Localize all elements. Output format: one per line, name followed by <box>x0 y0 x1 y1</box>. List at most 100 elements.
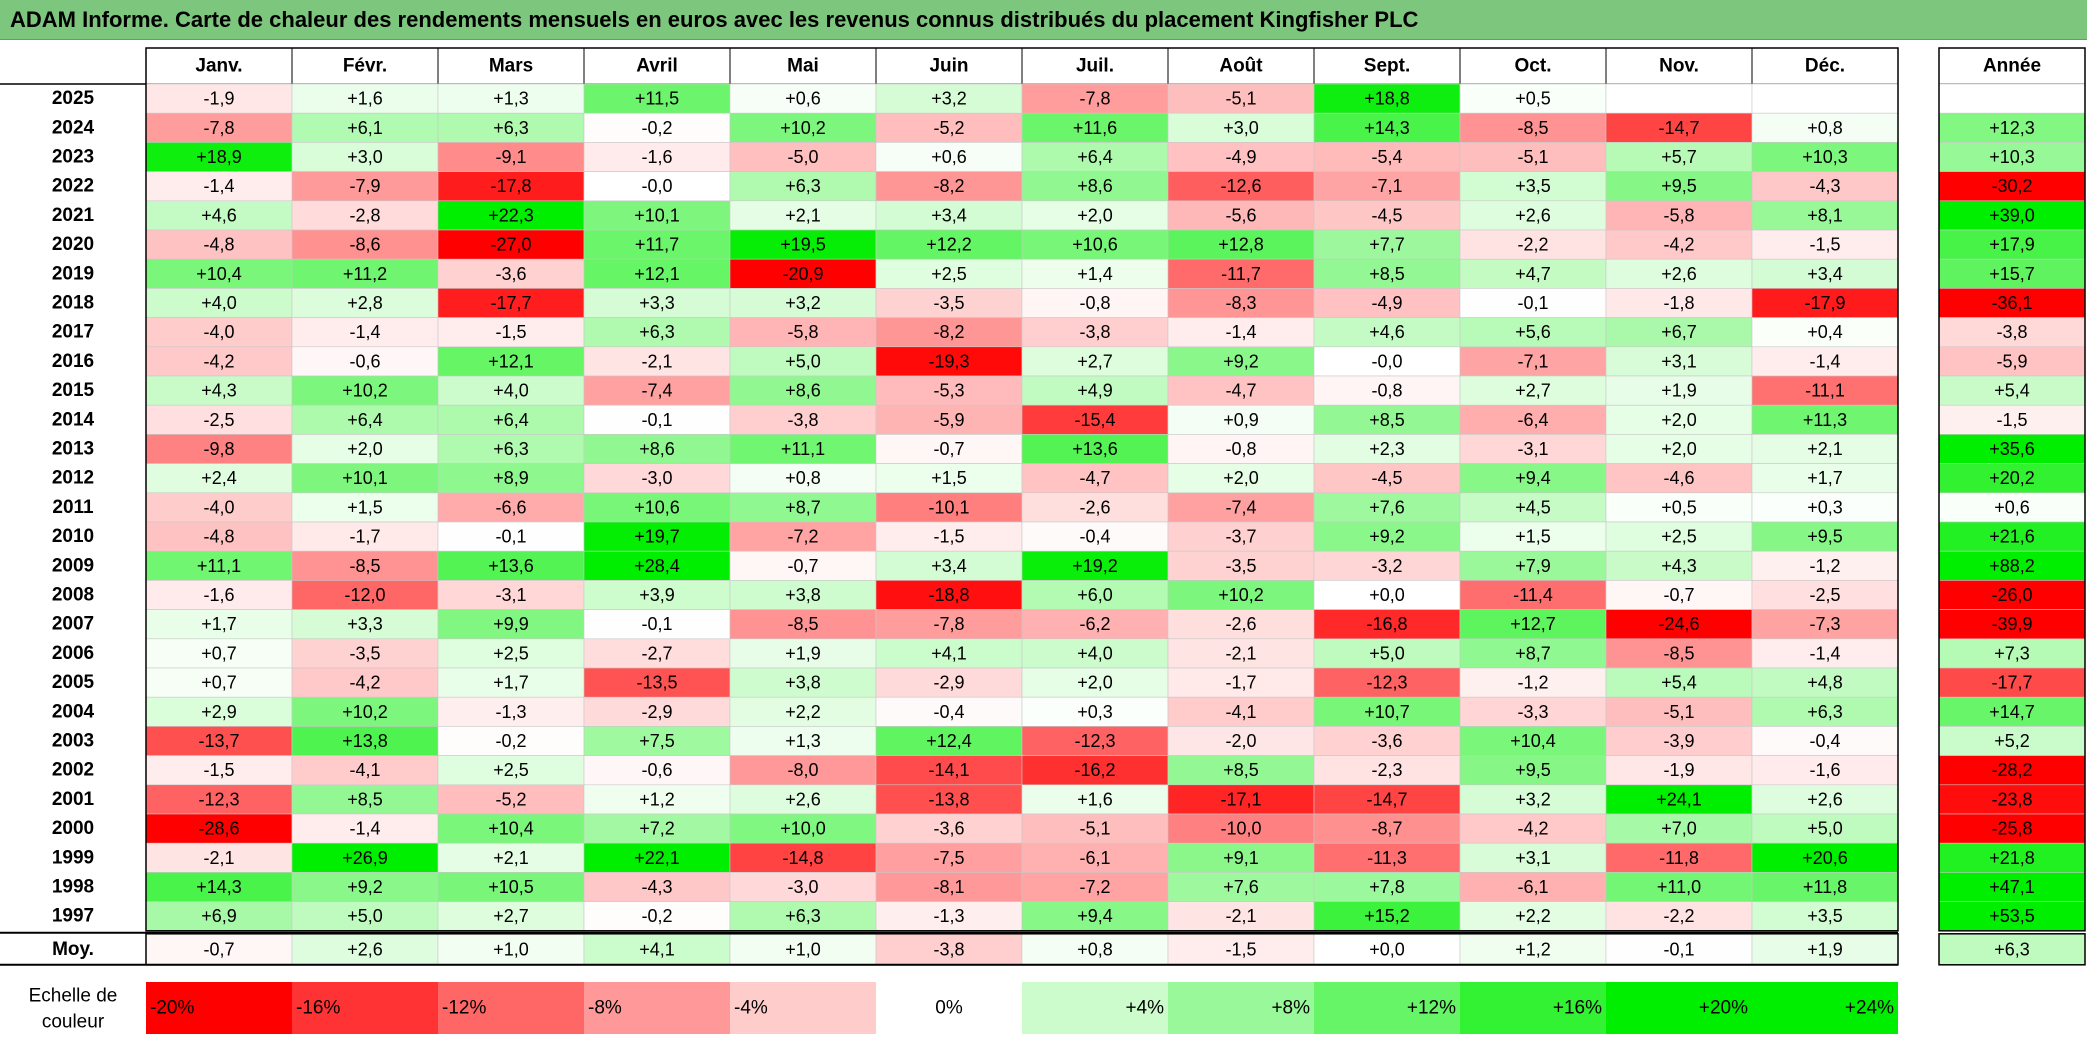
heatmap-cell <box>1313 83 1461 114</box>
cell-value: +2,7 <box>493 906 529 926</box>
cell-value: +6,3 <box>493 439 529 459</box>
cell-value: +26,9 <box>342 848 388 868</box>
average-cell <box>1605 933 1753 966</box>
heatmap-cell <box>1167 550 1315 581</box>
cell-value: -2,1 <box>641 351 672 371</box>
cell-value: +12,4 <box>926 731 972 751</box>
heatmap-cell <box>1021 842 1169 873</box>
heatmap-cell <box>729 200 877 231</box>
cell-value: -4,2 <box>203 351 234 371</box>
cell-value: +7,5 <box>639 731 675 751</box>
heatmap-cell <box>875 288 1023 318</box>
cell-value: -11,4 <box>1513 585 1553 605</box>
heatmap-cell <box>437 667 585 698</box>
cell-value: -4,7 <box>1225 381 1256 401</box>
scale-swatch <box>730 982 876 1034</box>
heatmap-cell <box>875 521 1023 552</box>
average-annual-value: +6,3 <box>1994 939 2030 959</box>
cell-value: -2,5 <box>1809 585 1840 605</box>
heatmap-cell <box>1751 375 1899 406</box>
heatmap-cell <box>1751 463 1899 494</box>
cell-value: +5,4 <box>1661 673 1697 693</box>
heatmap-cell <box>1313 317 1461 348</box>
cell-value: -3,7 <box>1225 527 1256 547</box>
cell-value: +9,2 <box>1223 351 1259 371</box>
annual-value: -23,8 <box>1991 789 2032 809</box>
heatmap-cell <box>1021 755 1169 786</box>
heatmap-cell <box>1751 229 1899 260</box>
cell-value: +2,6 <box>1661 264 1697 284</box>
cell-value: +2,6 <box>1807 789 1843 809</box>
heatmap-cell <box>1021 434 1169 464</box>
cell-value: +1,3 <box>785 731 821 751</box>
cell-value: -3,1 <box>1517 439 1548 459</box>
heatmap-cell <box>437 696 585 727</box>
cell-value: +6,4 <box>493 410 529 430</box>
heatmap-cell <box>1751 550 1899 581</box>
year-label: 2004 <box>52 701 95 722</box>
cell-value: -3,8 <box>1079 322 1110 342</box>
column-header-cell <box>729 47 877 85</box>
cell-value: +0,7 <box>201 673 237 693</box>
cell-value: +6,3 <box>639 322 675 342</box>
heatmap-cell <box>729 434 877 464</box>
cell-value: -4,5 <box>1371 205 1402 225</box>
cell-value: +0,3 <box>1807 497 1843 517</box>
scale-value: +24% <box>1845 998 1894 1019</box>
annual-value: -36,1 <box>1991 293 2032 313</box>
annual-cell <box>1938 872 2086 902</box>
heatmap-cell <box>1605 112 1753 143</box>
scale-value: -16% <box>296 998 340 1019</box>
cell-value: +13,6 <box>488 556 534 576</box>
cell-value: -11,1 <box>1805 381 1845 401</box>
cell-value: -14,8 <box>782 848 823 868</box>
cell-value: +2,0 <box>1661 410 1697 430</box>
cell-value: -7,5 <box>933 848 964 868</box>
annual-value: +7,3 <box>1994 643 2030 663</box>
cell-value: -5,1 <box>1517 147 1548 167</box>
heatmap-cell <box>875 580 1023 610</box>
heatmap-cell <box>437 872 585 902</box>
heatmap-cell <box>729 288 877 318</box>
cell-value: -3,6 <box>933 819 964 839</box>
heatmap-cell <box>875 346 1023 377</box>
cell-value: +3,5 <box>1807 906 1843 926</box>
cell-value: +1,3 <box>493 89 529 109</box>
heatmap-cell <box>1167 696 1315 727</box>
cell-value: -1,6 <box>641 147 672 167</box>
average-value: +1,2 <box>1515 939 1551 959</box>
cell-value: -3,6 <box>1371 731 1402 751</box>
scale-value: 0% <box>935 998 963 1019</box>
cell-value: -11,7 <box>1221 264 1261 284</box>
annual-value: +0,6 <box>1994 497 2030 517</box>
heatmap-cell <box>1751 755 1899 786</box>
heatmap-cell <box>875 112 1023 143</box>
heatmap-cell <box>583 200 731 231</box>
cell-value: -4,8 <box>203 235 234 255</box>
column-header: Sept. <box>1364 56 1410 77</box>
cell-value: +11,5 <box>635 89 679 109</box>
annual-value: +21,8 <box>1989 848 2035 868</box>
year-label: 2003 <box>52 731 94 752</box>
cell-value: -7,2 <box>787 527 818 547</box>
heatmap-cell <box>1605 404 1753 435</box>
scale-swatch <box>438 982 584 1034</box>
cell-value: -17,1 <box>1220 789 1261 809</box>
average-cell <box>437 933 585 966</box>
heatmap-cell <box>1751 434 1899 464</box>
heatmap-cell <box>291 463 439 494</box>
cell-value: +22,1 <box>634 848 680 868</box>
cell-value: -4,0 <box>203 497 234 517</box>
cell-value: -8,7 <box>1371 819 1402 839</box>
column-header: Janv. <box>195 56 242 77</box>
scale-swatch <box>146 982 292 1034</box>
year-label: 2017 <box>52 322 94 343</box>
cell-value: -1,4 <box>203 176 234 196</box>
cell-value: +3,3 <box>347 614 383 634</box>
cell-value: +10,4 <box>488 819 534 839</box>
column-header-cell <box>291 47 439 85</box>
cell-value: +6,3 <box>1807 702 1843 722</box>
heatmap-cell <box>1313 696 1461 727</box>
heatmap-cell <box>1167 842 1315 873</box>
cell-value: +10,1 <box>634 205 680 225</box>
